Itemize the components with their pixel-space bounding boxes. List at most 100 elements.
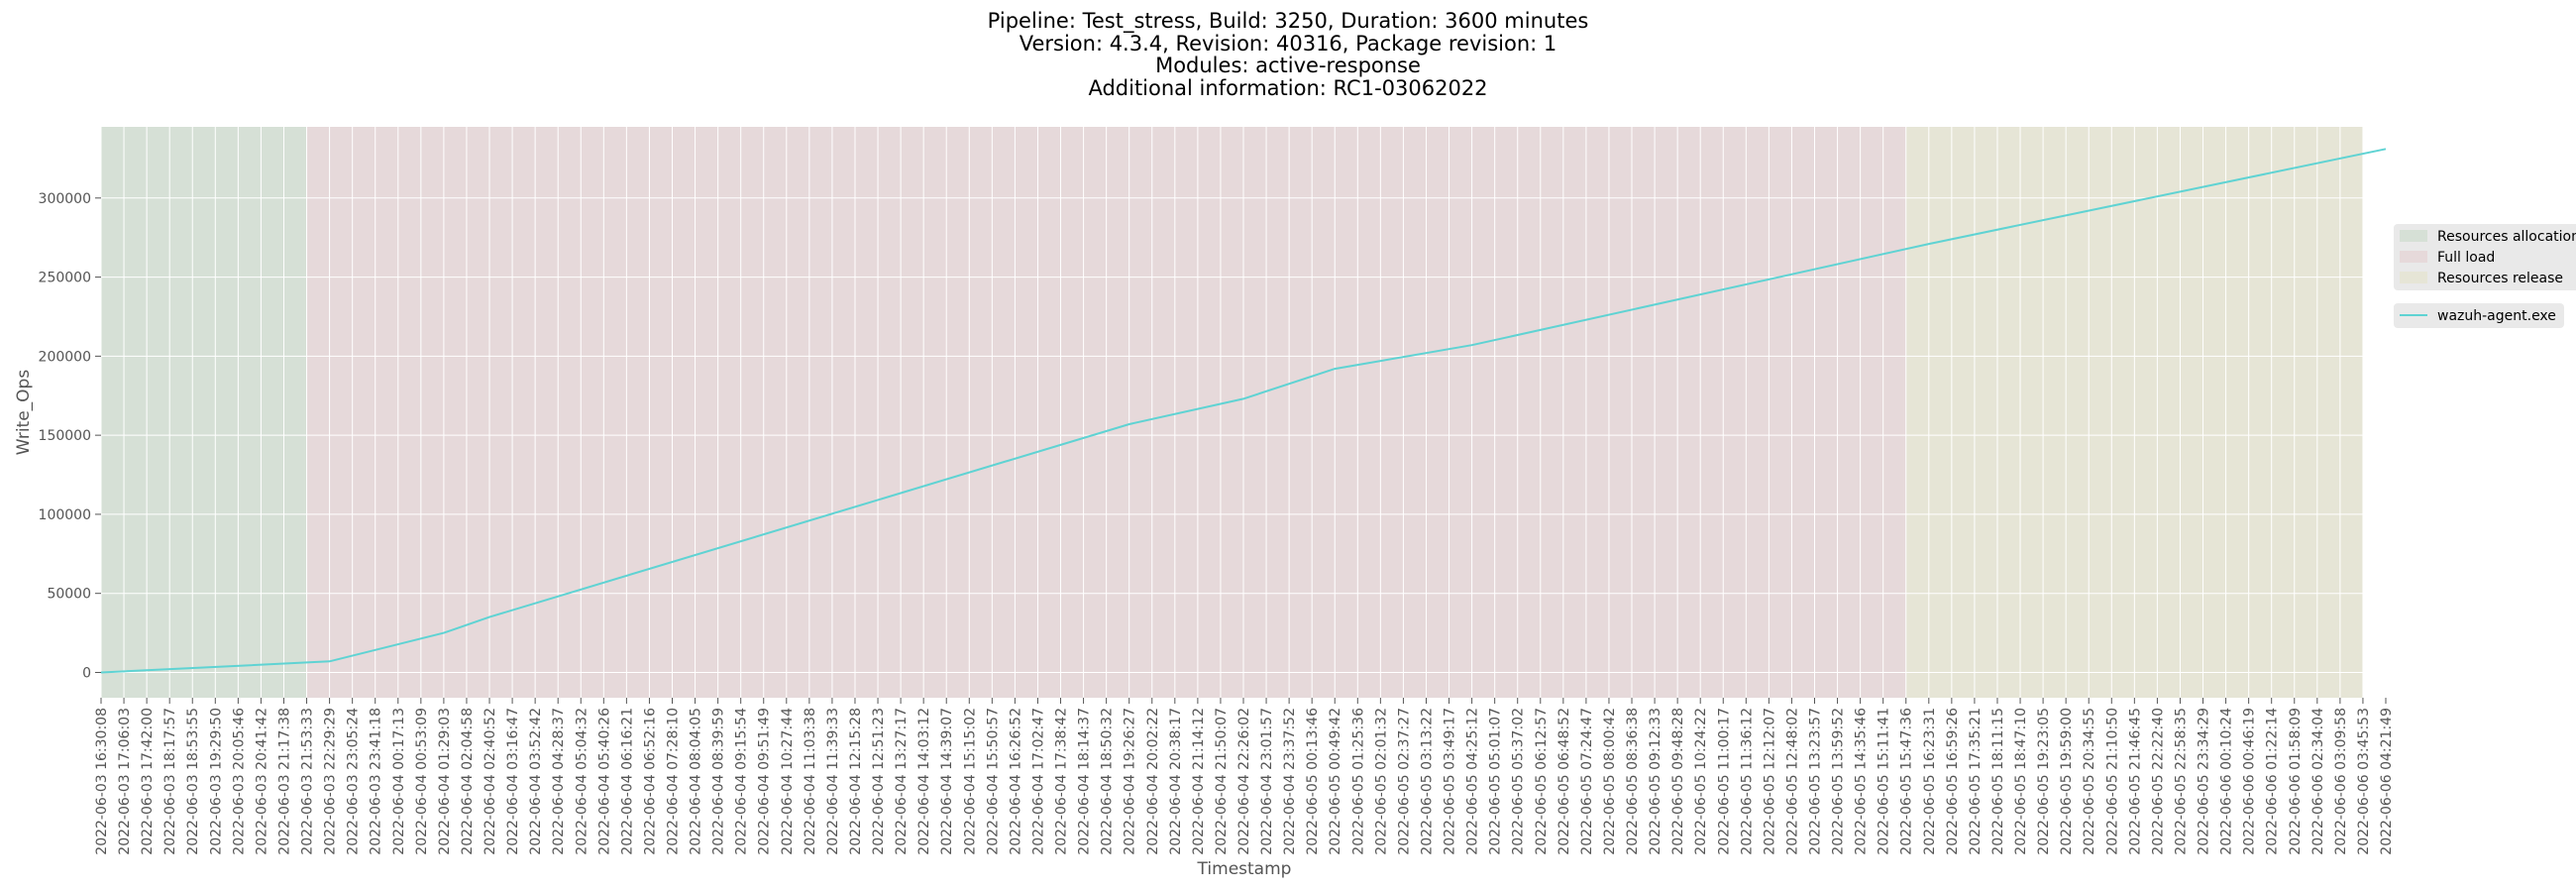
title-line: Version: 4.3.4, Revision: 40316, Package… [1019,31,1557,56]
legend-label: Resources release [2437,271,2563,286]
x-tick-label: 2022-06-05 15:47:36 [1899,708,1915,855]
x-tick-label: 2022-06-03 20:41:42 [254,708,269,855]
legend: Resources allocation Full load Resources r… [2394,224,2576,328]
y-tick-label: 300000 [39,191,91,207]
x-tick-label: 2022-06-04 20:38:17 [1168,708,1184,855]
x-tick-label: 2022-06-06 04:21:49 [2379,708,2395,855]
x-tick-label: 2022-06-05 05:01:07 [1488,708,1504,855]
x-tick-label: 2022-06-04 07:28:10 [666,708,682,855]
x-tick-label: 2022-06-06 01:58:09 [2288,708,2304,855]
phase-legend-box [2394,224,2576,290]
series-lines [100,148,2387,674]
x-tick-label: 2022-06-04 02:04:58 [460,708,476,855]
x-tick-label: 2022-06-05 08:36:38 [1625,708,1641,855]
x-tick-label: 2022-06-06 00:10:24 [2219,708,2235,855]
x-tick-label: 2022-06-04 18:14:37 [1077,708,1093,855]
x-tick-label: 2022-06-05 22:58:35 [2174,708,2190,855]
title-line: Modules: active-response [1155,54,1421,77]
x-tick-label: 2022-06-05 20:34:55 [2082,708,2097,855]
x-tick-label: 2022-06-04 06:52:16 [642,708,658,855]
x-tick-label: 2022-06-03 23:41:18 [369,708,384,855]
x-tick-label: 2022-06-05 12:12:07 [1762,708,1777,855]
x-tick-label: 2022-06-05 01:25:36 [1350,708,1366,855]
x-tick-label: 2022-06-04 13:27:17 [894,708,910,855]
x-tick-label: 2022-06-04 11:03:38 [803,708,818,855]
x-tick-label: 2022-06-04 00:17:13 [391,708,407,855]
title-line: Additional information: RC1-03062022 [1088,75,1488,100]
x-tick-label: 2022-06-05 11:00:17 [1716,708,1732,855]
series-line [100,148,2387,674]
x-tick-label: 2022-06-05 10:24:22 [1693,708,1709,855]
legend-swatch [2400,251,2427,263]
y-tick-label: 50000 [47,587,91,603]
x-tick-label: 2022-06-05 13:23:57 [1808,708,1824,855]
x-tick-label: 2022-06-06 03:45:53 [2356,708,2372,855]
series-legend-box [2394,303,2564,328]
x-tick-label: 2022-06-04 12:15:28 [848,708,864,855]
y-tick-label: 200000 [39,349,91,365]
x-tick-label: 2022-06-05 09:48:28 [1670,708,1686,855]
x-tick-label: 2022-06-04 16:26:52 [1008,708,1023,855]
x-tick-label: 2022-06-05 04:25:12 [1465,708,1481,855]
x-tick-label: 2022-06-04 01:29:03 [437,708,453,855]
x-tick-label: 2022-06-05 02:01:32 [1373,708,1389,855]
y-axis-ticks: 0 50000 100000 150000 200000 250000 300000 [39,191,101,681]
x-tick-label: 2022-06-05 12:48:02 [1784,708,1800,855]
x-tick-label: 2022-06-03 17:06:03 [117,708,133,855]
x-tick-label: 2022-06-04 14:03:12 [916,708,932,855]
y-tick-label: 250000 [39,271,91,286]
x-tick-label: 2022-06-04 22:26:02 [1236,708,1252,855]
x-tick-label: 2022-06-05 18:11:15 [1990,708,2006,855]
x-tick-label: 2022-06-06 01:22:14 [2265,708,2281,855]
chart-title: Pipeline: Test_stress, Build: 3250, Dura… [0,10,2576,99]
x-tick-label: 2022-06-04 18:50:32 [1100,708,1116,855]
x-tick-label: 2022-06-05 06:12:57 [1534,708,1550,855]
x-tick-label: 2022-06-05 08:00:42 [1602,708,1618,855]
x-tick-label: 2022-06-04 14:39:07 [939,708,955,855]
x-axis-label: Timestamp [1197,859,1292,879]
x-tick-label: 2022-06-04 10:27:44 [780,708,796,855]
title-line: Pipeline: Test_stress, Build: 3250, Dura… [987,9,1589,33]
x-tick-label: 2022-06-05 02:37:27 [1396,708,1412,855]
x-tick-label: 2022-06-05 19:59:00 [2059,708,2075,855]
x-tick-label: 2022-06-03 23:05:24 [346,708,362,855]
legend-label: Full load [2437,250,2495,266]
x-tick-label: 2022-06-05 00:49:42 [1328,708,1343,855]
y-axis-label: Write_Ops [14,370,34,456]
x-tick-label: 2022-06-05 17:35:21 [1968,708,1984,855]
x-tick-label: 2022-06-04 09:15:54 [734,708,750,855]
x-tick-label: 2022-06-06 03:09:58 [2333,708,2349,855]
x-tick-label: 2022-06-03 20:05:46 [231,708,247,855]
x-axis-ticks: 2022-06-03 16:30:08 2022-06-03 17:06:03 20… [94,698,2395,855]
grid-lines [100,127,2387,698]
x-tick-label: 2022-06-04 19:26:27 [1123,708,1138,855]
x-tick-label: 2022-06-04 05:40:26 [596,708,612,855]
x-tick-label: 2022-06-04 20:02:22 [1145,708,1161,855]
legend-label: Resources allocation [2437,229,2576,245]
x-tick-label: 2022-06-06 02:34:04 [2310,708,2326,855]
x-tick-label: 2022-06-05 09:12:33 [1648,708,1664,855]
x-tick-label: 2022-06-05 05:37:02 [1511,708,1527,855]
legend-label: wazuh-agent.exe [2437,308,2556,324]
x-tick-label: 2022-06-04 05:04:32 [574,708,590,855]
x-tick-label: 2022-06-04 21:14:12 [1191,708,1207,855]
x-tick-label: 2022-06-05 21:46:45 [2127,708,2143,855]
x-tick-label: 2022-06-05 21:10:50 [2104,708,2120,855]
x-tick-label: 2022-06-06 00:46:19 [2242,708,2258,855]
phase-band [101,127,307,698]
x-tick-label: 2022-06-05 19:23:05 [2036,708,2052,855]
x-tick-label: 2022-06-04 17:02:47 [1031,708,1047,855]
y-tick-label: 150000 [39,428,91,444]
x-tick-label: 2022-06-04 03:52:42 [528,708,544,855]
x-tick-label: 2022-06-04 15:15:02 [962,708,978,855]
x-tick-label: 2022-06-05 16:23:31 [1922,708,1938,855]
x-tick-label: 2022-06-04 23:37:52 [1282,708,1298,855]
x-tick-label: 2022-06-04 04:28:37 [551,708,567,855]
x-tick-label: 2022-06-04 12:51:23 [871,708,887,855]
x-tick-label: 2022-06-03 21:17:38 [277,708,293,855]
legend-swatch [2400,272,2427,283]
y-tick-label: 0 [82,665,91,681]
x-tick-label: 2022-06-05 15:11:41 [1877,708,1892,855]
x-tick-label: 2022-06-03 18:53:55 [185,708,201,855]
